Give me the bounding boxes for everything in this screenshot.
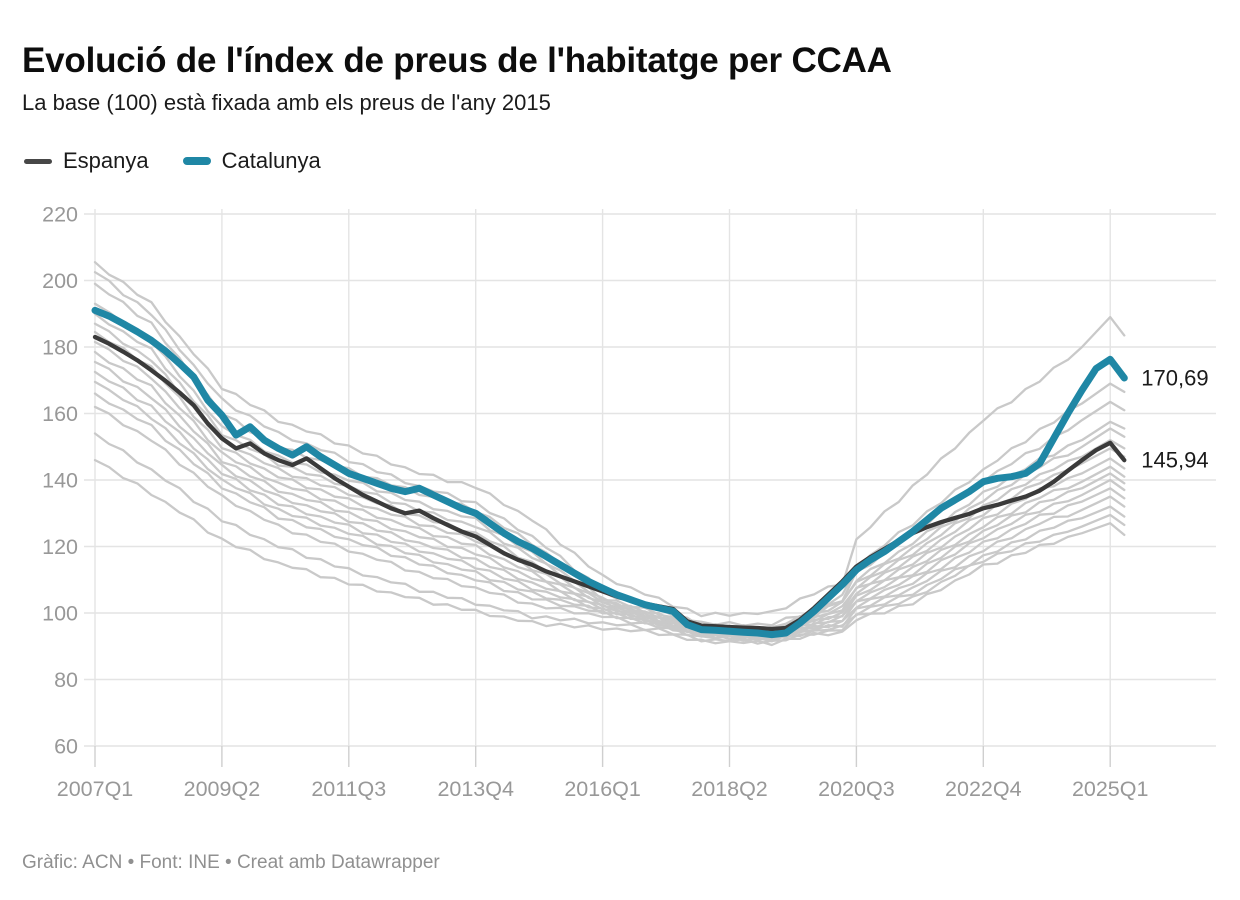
end-value-label-espanya: 145,94	[1141, 448, 1208, 473]
background-series-line	[93, 370, 1126, 640]
x-axis-label: 2011Q3	[311, 777, 386, 801]
y-axis-label: 180	[42, 336, 78, 360]
y-axis-label: 200	[42, 269, 78, 293]
background-series-line	[93, 312, 1126, 634]
background-series-line	[93, 261, 1126, 618]
datawrapper-link[interactable]: Datawrapper	[330, 852, 440, 873]
background-series-line	[93, 458, 1126, 647]
series-line-catalunya	[91, 306, 1128, 639]
background-series-line	[93, 405, 1126, 643]
y-axis-label: 220	[42, 203, 78, 227]
y-axis-label: 100	[42, 602, 78, 626]
y-axis-label: 60	[54, 735, 78, 759]
x-axis-label: 2020Q3	[818, 777, 895, 801]
background-series-line	[93, 360, 1126, 638]
y-axis-label: 160	[42, 402, 78, 426]
chart-title: Evolució de l'índex de preus de l'habita…	[22, 41, 892, 81]
x-axis-label: 2013Q4	[437, 777, 514, 801]
x-axis-label: 2018Q2	[691, 777, 768, 801]
legend: Espanya Catalunya	[24, 148, 321, 174]
legend-item-catalunya: Catalunya	[182, 148, 321, 174]
legend-swatch-catalunya	[182, 157, 211, 165]
line-chart: 220 200 180 160 140 120 100 80 60 2007Q1 2009Q2 201…	[42, 203, 1216, 801]
background-series-line	[93, 432, 1126, 645]
x-axis-label: 2016Q1	[564, 777, 641, 801]
chart-subtitle: La base (100) està fixada amb els preus …	[22, 90, 551, 115]
x-axis-label: 2007Q1	[57, 777, 134, 801]
legend-swatch-espanya	[24, 158, 52, 164]
legend-label-espanya: Espanya	[63, 148, 149, 173]
background-series-line	[93, 322, 1126, 635]
footer-attribution: Gràfic: ACN • Font: INE • Creat amb	[22, 852, 331, 873]
end-value-label-catalunya: 170,69	[1141, 365, 1208, 390]
legend-item-espanya: Espanya	[24, 148, 149, 174]
background-series-line	[93, 380, 1126, 641]
y-axis-label: 140	[42, 469, 78, 493]
x-axis-label: 2025Q1	[1072, 777, 1149, 801]
x-axis-label: 2022Q4	[945, 777, 1022, 801]
chart-footer: Gràfic: ACN • Font: INE • Creat amb Data…	[22, 852, 440, 874]
background-series-line	[93, 282, 1126, 631]
y-axis-label: 80	[54, 668, 78, 692]
y-axis-label: 120	[42, 535, 78, 559]
background-series-line	[93, 330, 1126, 636]
x-axis-label: 2009Q2	[184, 777, 261, 801]
background-series-line	[93, 392, 1126, 641]
background-series-line	[93, 350, 1126, 637]
legend-label-catalunya: Catalunya	[221, 148, 321, 173]
